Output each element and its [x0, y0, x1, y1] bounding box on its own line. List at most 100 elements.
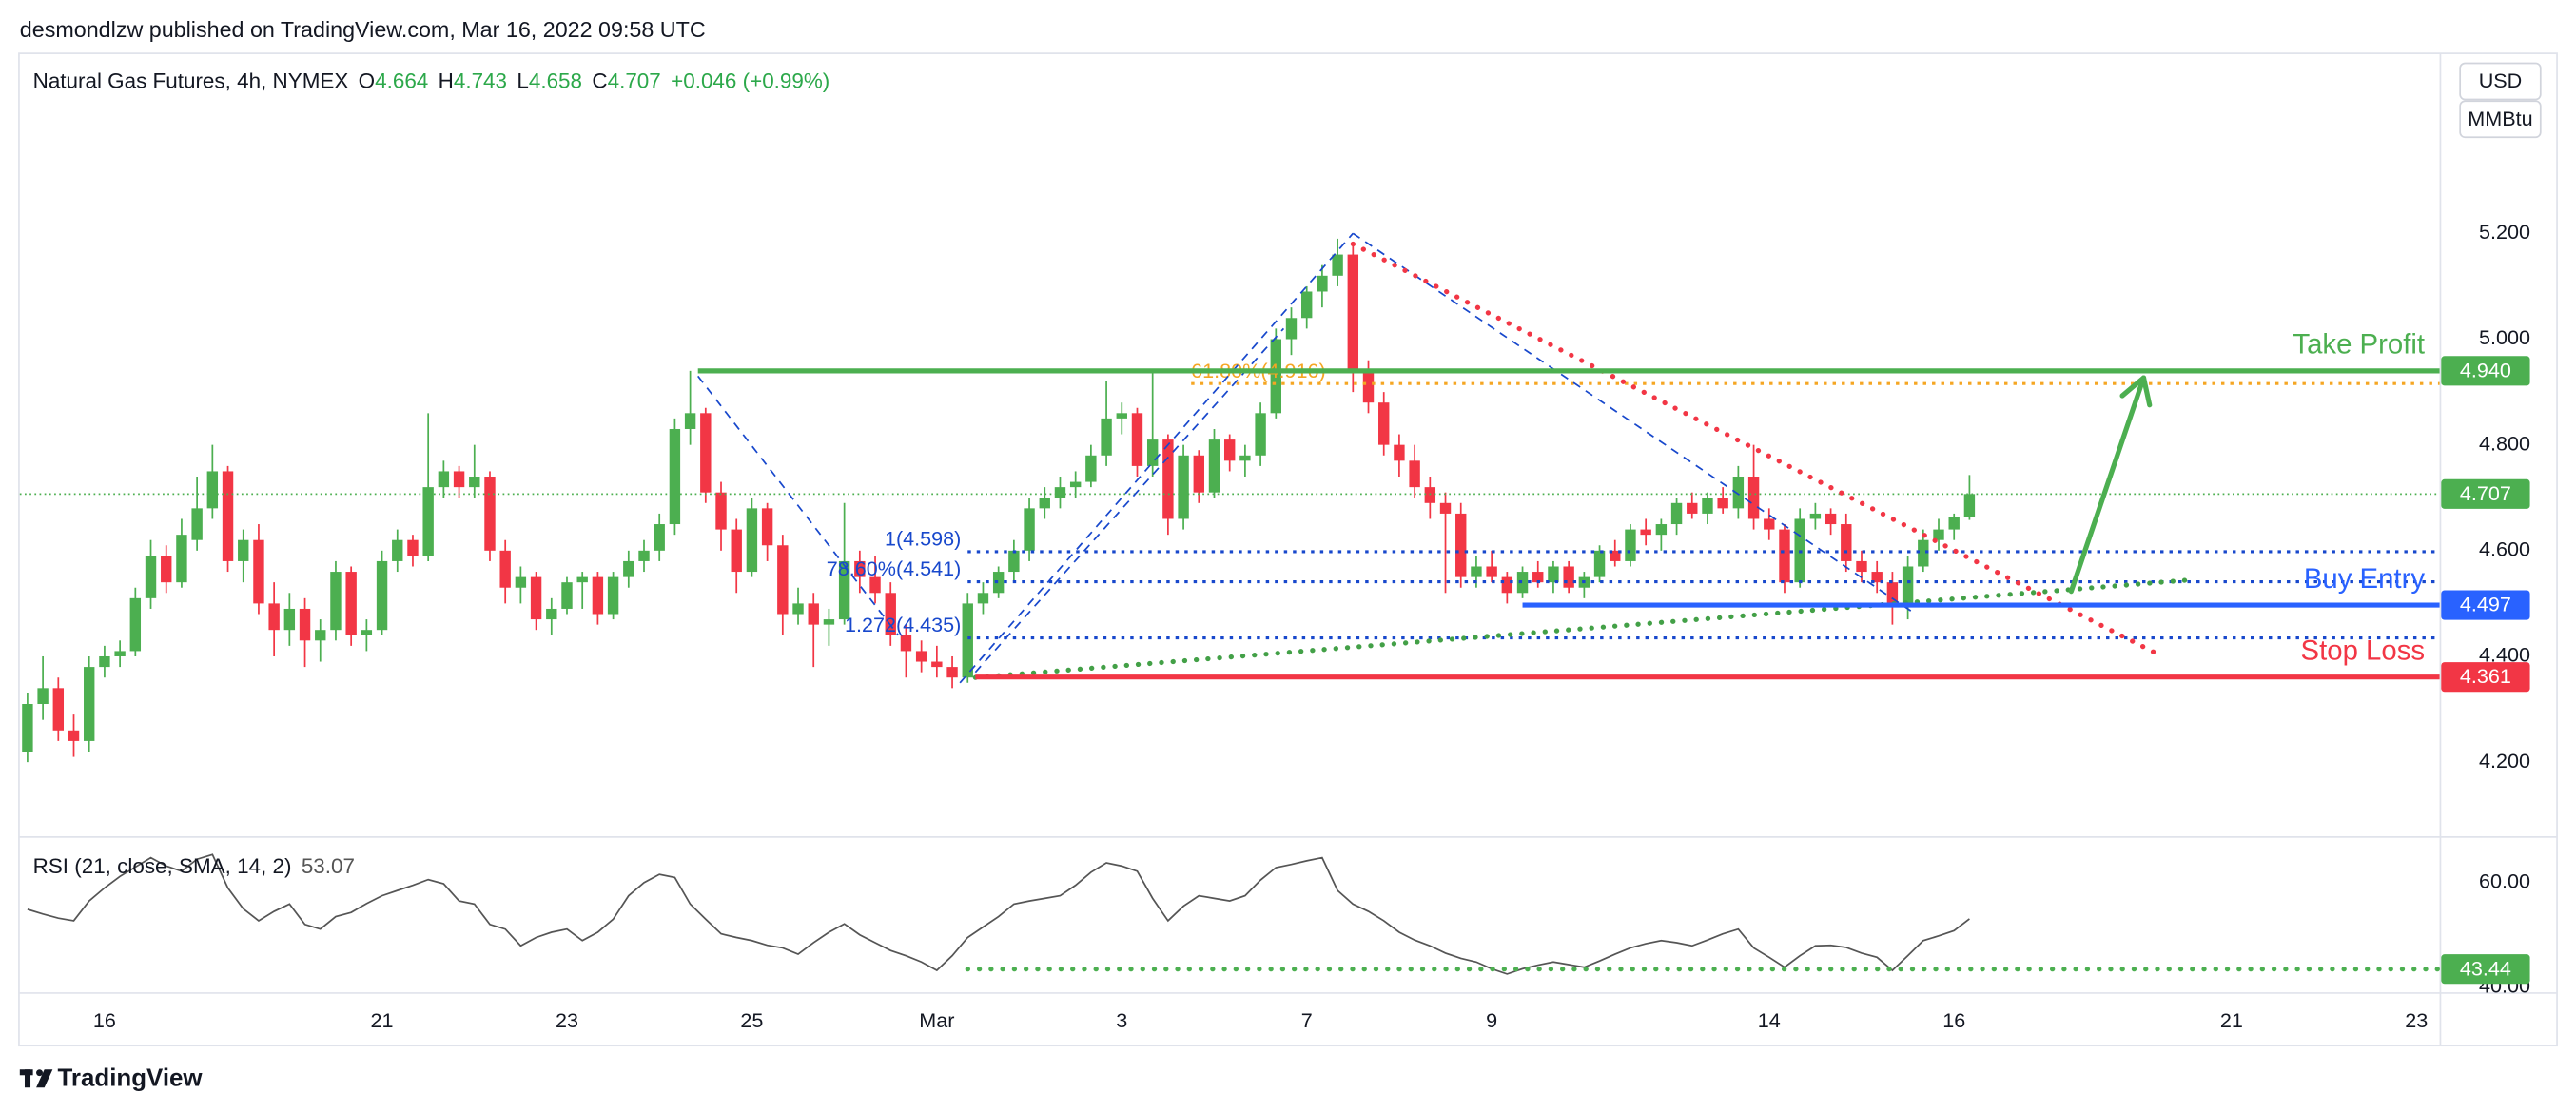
candle-body: [1825, 513, 1837, 525]
x-tick-label: 21: [371, 1008, 394, 1032]
candle-body: [1593, 550, 1606, 577]
publish-info: desmondlzw published on TradingView.com,…: [20, 17, 706, 42]
x-tick-label: 7: [1301, 1008, 1313, 1032]
price-badge-label: 43.44: [2460, 956, 2511, 980]
candle-body: [1054, 487, 1066, 498]
candle-body: [1933, 529, 1944, 540]
candle-body: [1640, 529, 1651, 536]
indicator-value: 53.07: [302, 854, 355, 878]
candle-body: [885, 593, 896, 635]
candle-body: [299, 608, 311, 641]
candle-body: [546, 608, 557, 620]
legend: Natural Gas Futures, 4h, NYMEX O4.664 H4.7…: [33, 68, 830, 92]
candle-body: [1918, 539, 1929, 567]
ohlc-value: 4.743: [454, 68, 507, 92]
candle-body: [1732, 477, 1745, 509]
candle-body: [1178, 455, 1189, 519]
candle-body: [623, 560, 634, 577]
candle-body: [114, 651, 126, 656]
ohlc-value: 4.658: [529, 68, 582, 92]
candle-body: [145, 556, 157, 598]
button-frame[interactable]: [2459, 62, 2542, 101]
candle-body: [1146, 439, 1159, 466]
price-badge: [2441, 478, 2530, 509]
ohlc-label: H: [439, 68, 454, 92]
candle-body: [84, 667, 95, 741]
candle-body: [392, 539, 403, 561]
candle-body: [1301, 291, 1313, 319]
candle-body: [453, 471, 465, 488]
candle-body: [1702, 498, 1713, 514]
button-frame[interactable]: [2459, 100, 2542, 139]
unit-button[interactable]: MMBtu: [2459, 100, 2542, 139]
candle-body: [777, 545, 789, 615]
candle-body: [484, 477, 496, 551]
trend-dashed: [959, 232, 1354, 684]
candle-body: [1841, 524, 1852, 561]
y-tick-label: 4.800: [2479, 431, 2530, 455]
candle-body: [1871, 572, 1883, 583]
price-badge-label: 4.497: [2460, 593, 2511, 616]
logo-part: [36, 1069, 43, 1077]
candle-body: [977, 593, 989, 604]
candle-body: [315, 630, 326, 641]
candle-body: [823, 619, 835, 625]
ohlc-value: 4.707: [608, 68, 661, 92]
candle-body: [407, 539, 419, 556]
candle-body: [1516, 572, 1529, 594]
candle-body: [376, 560, 388, 631]
price-badge-label: 4.707: [2460, 481, 2511, 505]
price-badge: [2441, 590, 2530, 620]
currency-button[interactable]: USD: [2459, 62, 2542, 101]
candle-body: [22, 704, 33, 752]
candle-body: [1162, 439, 1174, 519]
candle-body: [1116, 413, 1127, 419]
candle-body: [1069, 481, 1082, 488]
price-change: +0.046 (+0.99%): [671, 68, 829, 92]
rsi-tick-label: 60.00: [2479, 869, 2530, 893]
price-badge-label: 4.361: [2460, 664, 2511, 688]
candle-body: [1809, 513, 1822, 519]
brand-logo: [19, 1069, 53, 1088]
candle-body: [838, 560, 850, 620]
logo-part: [36, 1069, 53, 1088]
candle-body: [1223, 439, 1236, 461]
x-tick-label: 16: [1942, 1008, 1965, 1032]
candle-body: [37, 688, 49, 705]
candle-body: [1655, 524, 1668, 536]
candle-body: [962, 603, 973, 678]
candle-body: [161, 556, 172, 583]
candle-body: [1948, 517, 1960, 530]
candle-body: [1239, 455, 1251, 461]
candle-body: [669, 428, 681, 525]
x-tick-label: 16: [93, 1008, 116, 1032]
candle-body: [1424, 487, 1436, 503]
candle-body: [900, 635, 912, 652]
candle-body: [684, 413, 696, 429]
candle-body: [1270, 339, 1281, 414]
y-tick-label: 5.000: [2479, 325, 2530, 349]
trend-dotted: [1350, 241, 2165, 659]
candle-body: [1548, 566, 1559, 583]
candle-body: [1687, 502, 1698, 514]
candle-body: [68, 730, 80, 741]
candle-body: [191, 508, 203, 540]
candle-body: [176, 535, 187, 583]
candle-body: [253, 539, 264, 604]
candle-body: [576, 576, 588, 583]
button-label[interactable]: USD: [2479, 68, 2523, 92]
x-tick-label: 25: [740, 1008, 763, 1032]
candle-body: [1439, 502, 1452, 514]
candle-body: [792, 603, 804, 615]
candle-body: [854, 560, 866, 577]
candle-body: [515, 576, 527, 588]
trade-level-name: Take Profit: [2293, 329, 2425, 361]
button-label[interactable]: MMBtu: [2468, 107, 2532, 130]
candle-body: [1024, 508, 1035, 551]
candle-body: [1255, 413, 1266, 456]
candle-body: [345, 572, 357, 635]
candle-body: [808, 603, 819, 625]
candle-body: [1008, 550, 1020, 573]
